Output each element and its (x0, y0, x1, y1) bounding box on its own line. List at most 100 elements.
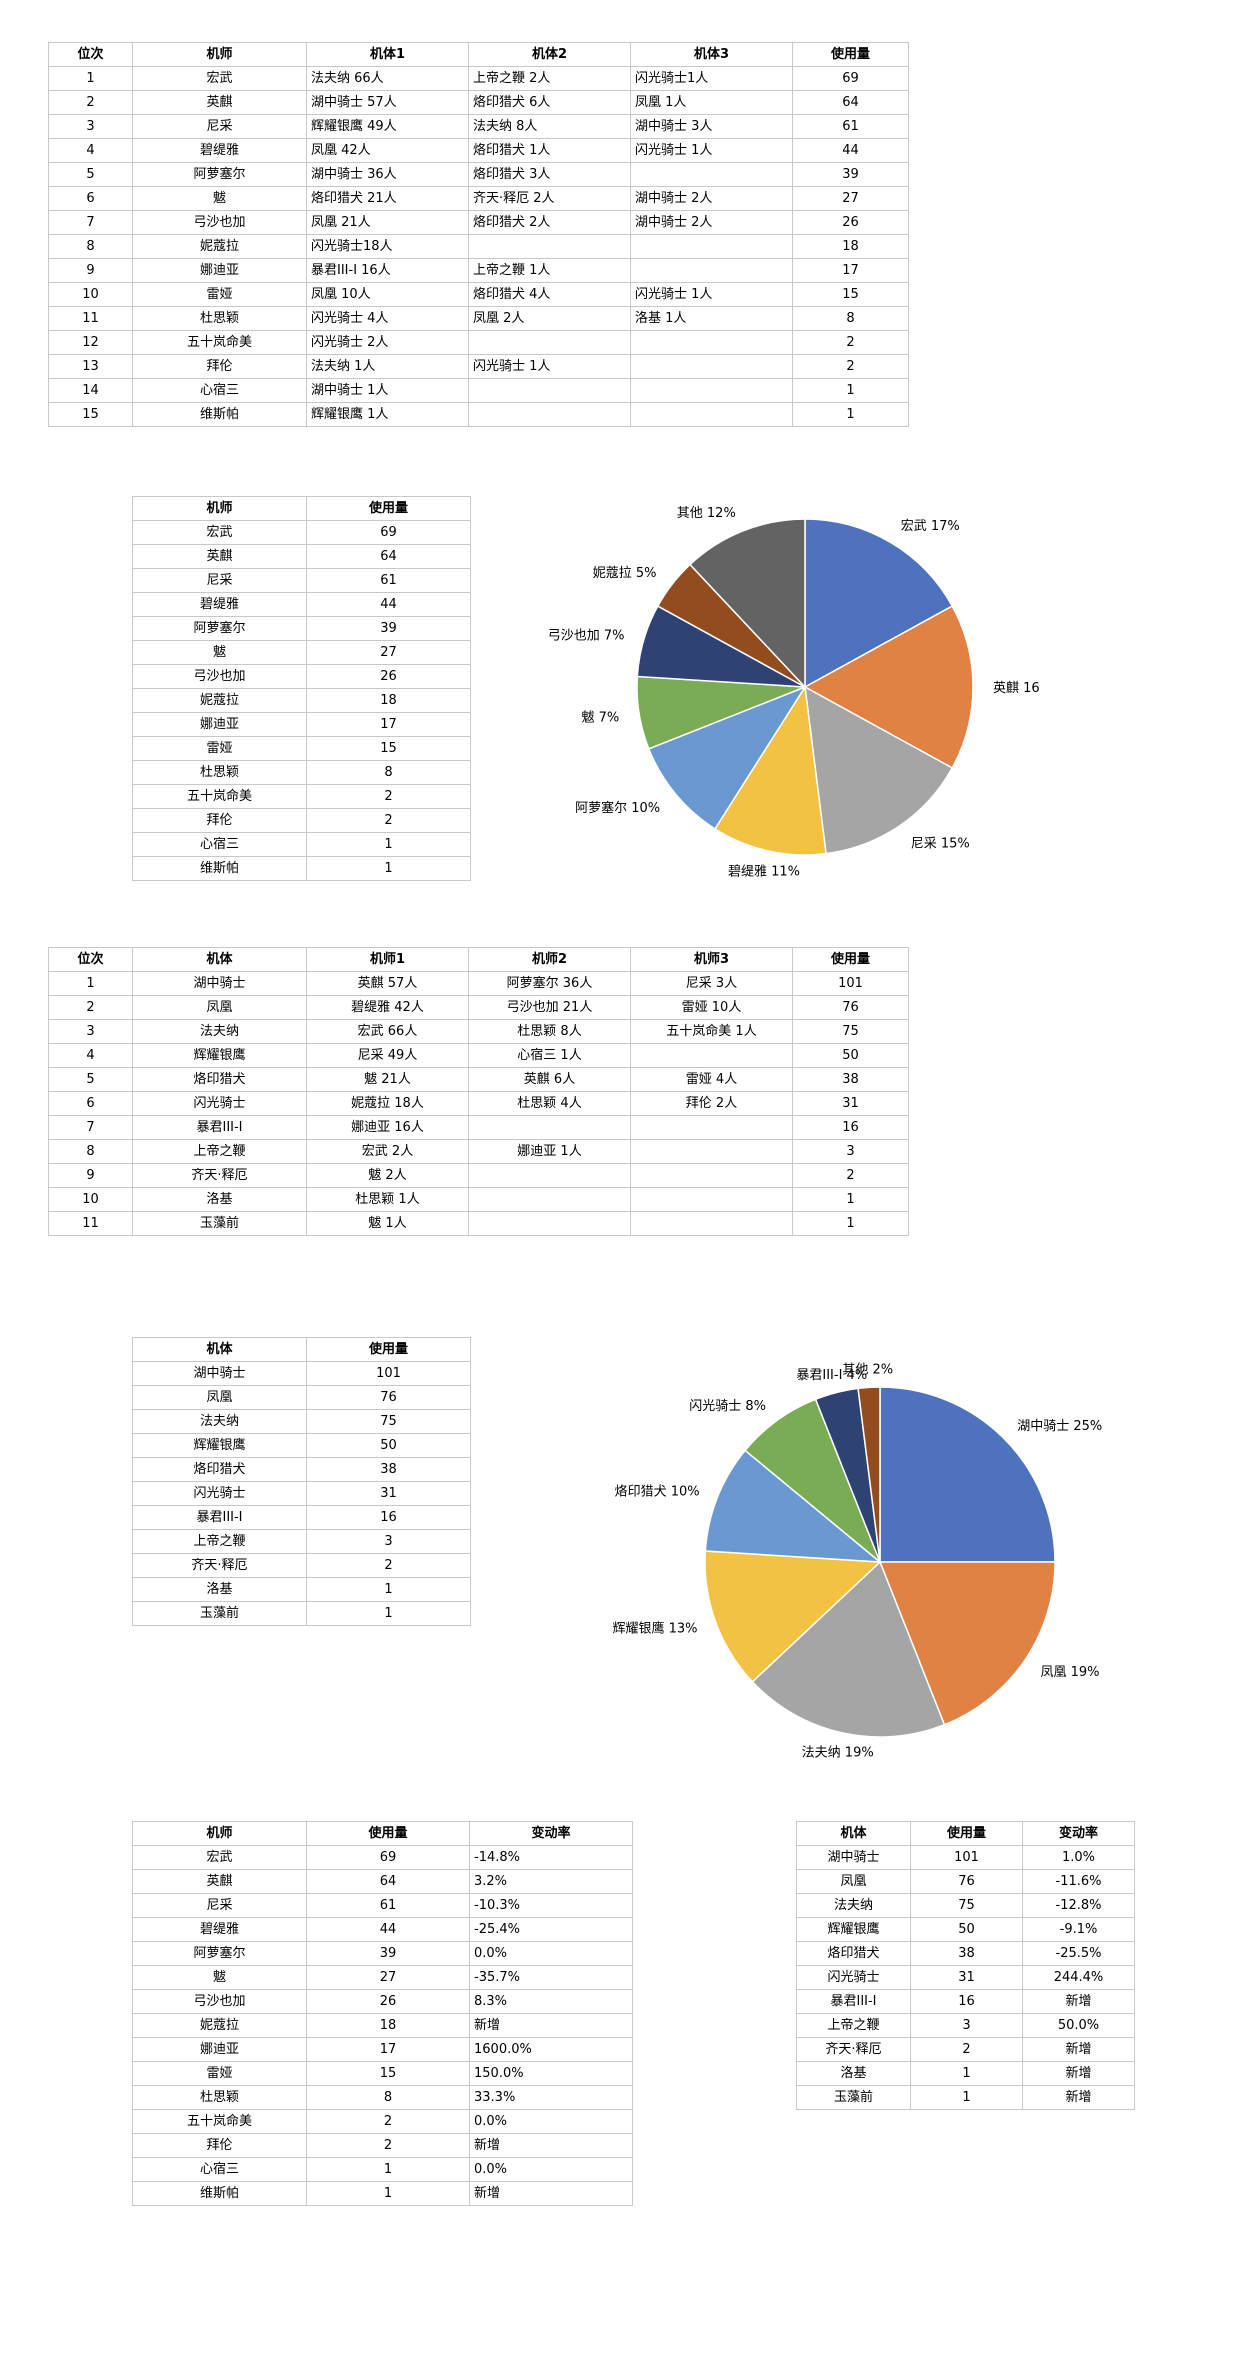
table-row: 4 辉耀银鹰 尼采 49人 心宿三 1人 50 (48, 1043, 909, 1068)
table-row: 娜迪亚 17 (132, 712, 471, 737)
pilot-share-pie-chart: 宏武 17% 英麒 16% 尼采 15% 碧缇雅 11% 阿萝塞尔 10% 魃 7% 弓沙也… (548, 506, 1040, 879)
pie-slice (804, 518, 954, 689)
table-cell: 凤凰 (132, 1385, 307, 1410)
table-cell: 1 (792, 1187, 909, 1212)
table-row: 5 阿萝塞尔 湖中骑士 36人 烙印猎犬 3人 39 (48, 162, 909, 187)
table-row: 玉藻前 1 (132, 1601, 471, 1626)
table-cell: 玉藻前 (132, 1211, 307, 1236)
table-cell: 杜思颖 (132, 306, 307, 331)
table-cell: 辉耀银鹰 49人 (306, 114, 469, 139)
table-cell: 凤凰 10人 (306, 282, 469, 307)
table-cell: 1.0% (1022, 1845, 1135, 1870)
table-cell: 妮蔻拉 (132, 234, 307, 259)
table-cell: 辉耀银鹰 (132, 1433, 307, 1458)
table-cell: 烙印猎犬 21人 (306, 186, 469, 211)
table-cell: 9 (48, 1163, 133, 1188)
table-cell: 上帝之鞭 1人 (468, 258, 631, 283)
table-cell (630, 1211, 793, 1236)
table-cell (468, 1211, 631, 1236)
table-row: 8 上帝之鞭 宏武 2人 娜迪亚 1人 3 (48, 1139, 909, 1164)
table-cell: 13 (48, 354, 133, 379)
table-row: 五十岚命美 2 (132, 784, 471, 809)
table-cell: 38 (910, 1941, 1023, 1966)
table-cell: -35.7% (469, 1965, 633, 1990)
table-cell: 烙印猎犬 (796, 1941, 911, 1966)
table-cell: 娜迪亚 16人 (306, 1115, 469, 1140)
table-row: 拜伦 2 新增 (132, 2133, 633, 2158)
table-cell: 3.2% (469, 1869, 633, 1894)
table-cell: 杜思颖 (132, 760, 307, 785)
column-header: 使用量 (792, 42, 909, 67)
table-row: 魃 27 -35.7% (132, 1965, 633, 1990)
table-cell: 17 (306, 2037, 470, 2062)
table-cell: 3 (910, 2013, 1023, 2038)
table-cell: 1 (306, 2157, 470, 2182)
table-cell: 闪光骑士 4人 (306, 306, 469, 331)
pie-slice (704, 1449, 883, 1563)
table-cell: 8 (48, 1139, 133, 1164)
pie-slice-label: 湖中骑士 25% (1017, 1419, 1102, 1434)
table-cell: 11 (48, 1211, 133, 1236)
table-row: 尼采 61 (132, 568, 471, 593)
table-cell: 上帝之鞭 2人 (468, 66, 631, 91)
pie-slice-label: 弓沙也加 7% (548, 629, 625, 644)
table-cell: 3 (792, 1139, 909, 1164)
pie-slice-label: 妮蔻拉 5% (593, 566, 657, 581)
column-header: 机体2 (468, 42, 631, 67)
table-cell: 维斯帕 (132, 402, 307, 427)
table-row: 弓沙也加 26 8.3% (132, 1989, 633, 2014)
table-cell: 法夫纳 1人 (306, 354, 469, 379)
table-cell: 弓沙也加 (132, 664, 307, 689)
pie-slice-label: 辉耀银鹰 13% (612, 1621, 697, 1637)
table-cell: 31 (792, 1091, 909, 1116)
table-cell: 弓沙也加 21人 (468, 995, 631, 1020)
table-cell: 31 (306, 1481, 471, 1506)
table-cell: 心宿三 (132, 378, 307, 403)
table-row: 2 英麒 湖中骑士 57人 烙印猎犬 6人 凤凰 1人 64 (48, 90, 909, 115)
table-row: 13 拜伦 法夫纳 1人 闪光骑士 1人 2 (48, 354, 909, 379)
table-cell: 75 (910, 1893, 1023, 1918)
column-header: 变动率 (469, 1821, 633, 1846)
column-header: 机体 (796, 1821, 911, 1846)
table-cell: 101 (910, 1845, 1023, 1870)
table-cell: 英麒 6人 (468, 1067, 631, 1092)
column-header: 机体 (132, 1337, 307, 1362)
table-row: 娜迪亚 17 1600.0% (132, 2037, 633, 2062)
column-header: 机师3 (630, 947, 793, 972)
table-cell: 洛基 (796, 2061, 911, 2086)
table-cell: 烙印猎犬 3人 (468, 162, 631, 187)
table-row: 1 湖中骑士 英麒 57人 阿萝塞尔 36人 尼采 3人 101 (48, 971, 909, 996)
table-cell (630, 1187, 793, 1212)
table-cell: 闪光骑士18人 (306, 234, 469, 259)
table-cell (630, 354, 793, 379)
header-row: 机体 使用量 (132, 1337, 471, 1362)
table-cell: 玉藻前 (132, 1601, 307, 1626)
mech-ranking-table: 位次 机体 机师1 机师2 机师3 使用量 1 湖中骑士 英麒 57人 阿萝塞尔 36人 尼采 3人… (48, 947, 909, 1236)
table-cell: 1 (910, 2061, 1023, 2086)
table-cell: 湖中骑士 2人 (630, 210, 793, 235)
table-cell: 2 (48, 90, 133, 115)
table-cell: 心宿三 (132, 832, 307, 857)
table-row: 12 五十岚命美 闪光骑士 2人 2 (48, 330, 909, 355)
table-cell (630, 1139, 793, 1164)
table-cell: 拜伦 (132, 808, 307, 833)
table-cell: 维斯帕 (132, 2181, 307, 2206)
table-cell: 玉藻前 (796, 2085, 911, 2110)
table-row: 闪光骑士 31 (132, 1481, 471, 1506)
table-cell: 凤凰 21人 (306, 210, 469, 235)
table-row: 法夫纳 75 (132, 1409, 471, 1434)
table-cell: 碧缇雅 (132, 138, 307, 163)
table-cell: 雷娅 (132, 2061, 307, 2086)
table-cell: 10 (48, 282, 133, 307)
table-cell: 2 (792, 1163, 909, 1188)
table-cell: 魃 (132, 640, 307, 665)
pie-slice (804, 685, 954, 855)
table-row: 凤凰 76 (132, 1385, 471, 1410)
table-cell: 五十岚命美 (132, 2109, 307, 2134)
table-cell (630, 402, 793, 427)
table-cell (468, 1163, 631, 1188)
table-cell: 69 (792, 66, 909, 91)
pie-slice-label: 闪光骑士 8% (689, 1399, 766, 1414)
table-cell: 75 (306, 1409, 471, 1434)
table-cell: 杜思颖 8人 (468, 1019, 631, 1044)
